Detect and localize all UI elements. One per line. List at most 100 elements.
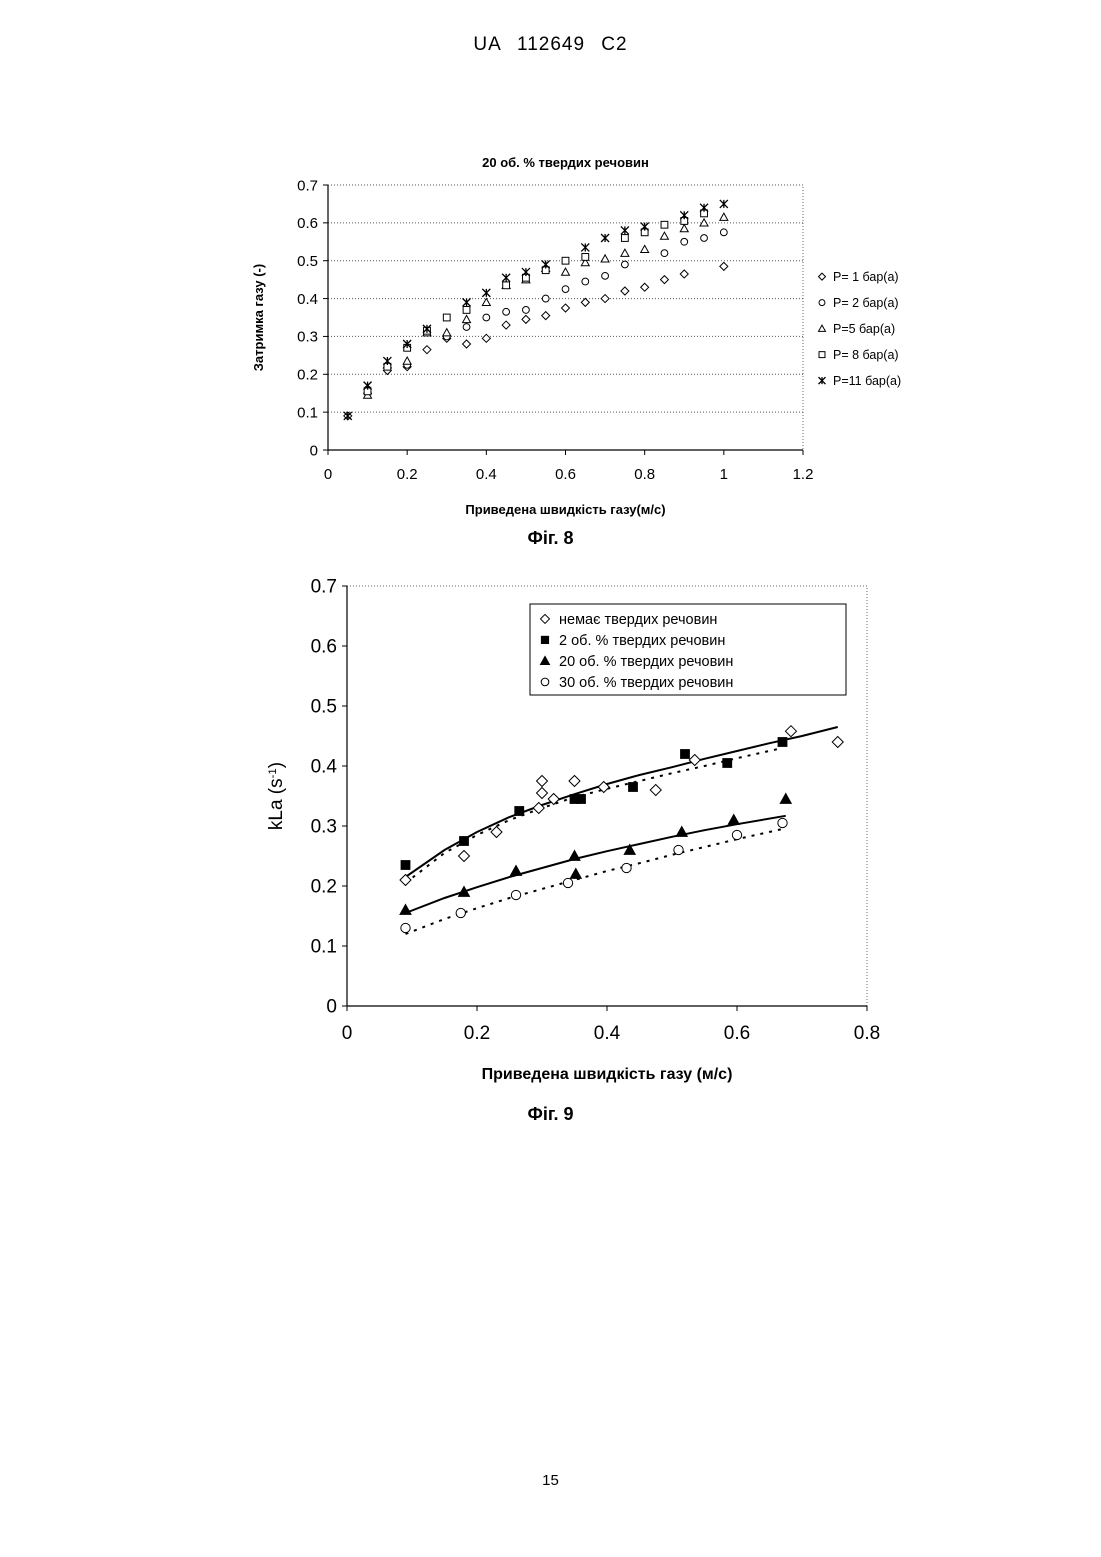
data-point bbox=[577, 795, 586, 804]
x-tick-label: 1.2 bbox=[793, 466, 814, 483]
y-tick-label: 0.6 bbox=[297, 215, 318, 232]
y-tick-label: 0.3 bbox=[311, 817, 337, 838]
data-point bbox=[502, 274, 510, 282]
data-point bbox=[456, 908, 465, 917]
trendline-solid bbox=[406, 816, 786, 913]
data-point bbox=[680, 270, 688, 278]
data-point bbox=[562, 268, 570, 275]
data-point bbox=[621, 287, 629, 295]
y-axis-label-text: kLa (s bbox=[266, 778, 287, 830]
data-point bbox=[562, 304, 570, 312]
legend-label: P= 1 бар(а) bbox=[833, 270, 899, 284]
fig9-chart: 00.10.20.30.40.50.60.700.20.40.60.8Приве… bbox=[0, 570, 1101, 1110]
data-point bbox=[582, 278, 589, 285]
data-point bbox=[674, 845, 683, 854]
data-point bbox=[660, 276, 668, 284]
data-point bbox=[463, 324, 470, 331]
data-point bbox=[523, 307, 530, 314]
y-axis-label: Затримка газу (-) bbox=[251, 264, 266, 371]
data-point bbox=[460, 837, 469, 846]
series-3 bbox=[364, 213, 728, 398]
x-tick-label: 0.2 bbox=[464, 1023, 490, 1044]
legend-marker bbox=[819, 273, 826, 280]
trendline-solid bbox=[406, 727, 838, 877]
data-point bbox=[463, 307, 470, 314]
data-point bbox=[542, 261, 550, 269]
data-point bbox=[482, 289, 490, 297]
y-axis-label-text: Затримка газу (-) bbox=[251, 264, 266, 371]
data-point bbox=[581, 243, 589, 251]
legend-label: P=11 бар(а) bbox=[833, 374, 901, 388]
data-point bbox=[401, 861, 410, 870]
legend-label: 20 об. % твердих речовин bbox=[559, 654, 733, 670]
data-point bbox=[482, 298, 490, 305]
data-point bbox=[832, 737, 843, 748]
x-tick-label: 0.4 bbox=[594, 1023, 621, 1044]
data-point bbox=[542, 295, 549, 302]
data-point bbox=[681, 238, 688, 245]
data-point bbox=[681, 750, 690, 759]
legend-label: P=5 бар(а) bbox=[833, 322, 895, 336]
x-tick-label: 0 bbox=[342, 1023, 353, 1044]
data-point bbox=[621, 226, 629, 234]
data-point bbox=[522, 315, 530, 323]
plot-frame bbox=[328, 185, 803, 450]
series-2 bbox=[401, 738, 787, 870]
data-point bbox=[400, 905, 411, 915]
x-tick-label: 0 bbox=[324, 466, 332, 483]
data-point bbox=[463, 298, 471, 306]
y-tick-label: 0.5 bbox=[297, 253, 318, 270]
data-point bbox=[511, 866, 522, 876]
y-axis-label-sup: -1 bbox=[267, 768, 279, 778]
x-tick-label: 1 bbox=[720, 466, 728, 483]
data-point bbox=[562, 257, 569, 264]
y-tick-label: 0.2 bbox=[311, 877, 337, 898]
data-point bbox=[542, 312, 550, 320]
data-point bbox=[400, 875, 411, 886]
legend-label: P= 8 бар(а) bbox=[833, 348, 899, 362]
data-point bbox=[563, 878, 572, 887]
data-point bbox=[641, 223, 649, 231]
data-point bbox=[537, 788, 548, 799]
legend-label: 30 об. % твердих речовин bbox=[559, 675, 733, 691]
data-point bbox=[778, 738, 787, 747]
data-point bbox=[491, 827, 502, 838]
fig8-caption: Фіг. 8 bbox=[0, 528, 1101, 549]
data-point bbox=[459, 887, 470, 897]
data-point bbox=[728, 815, 739, 825]
data-point bbox=[641, 283, 649, 291]
legend-label: немає твердих речовин bbox=[559, 612, 717, 628]
data-point bbox=[723, 759, 732, 768]
data-point bbox=[537, 776, 548, 787]
y-tick-label: 0.2 bbox=[297, 367, 318, 384]
legend-label: 2 об. % твердих речовин bbox=[559, 633, 725, 649]
data-point bbox=[581, 298, 589, 306]
data-point bbox=[732, 830, 741, 839]
x-axis-label: Приведена швидкість газу (м/с) bbox=[482, 1066, 733, 1083]
y-axis-label-end: ) bbox=[266, 762, 287, 768]
x-tick-label: 0.8 bbox=[634, 466, 655, 483]
data-point bbox=[621, 261, 628, 268]
data-point bbox=[515, 807, 524, 816]
data-point bbox=[621, 235, 628, 242]
data-point bbox=[680, 225, 688, 232]
x-tick-label: 0.2 bbox=[397, 466, 418, 483]
data-point bbox=[629, 783, 638, 792]
y-tick-label: 0.1 bbox=[297, 404, 318, 421]
data-point bbox=[602, 272, 609, 279]
data-point bbox=[423, 346, 431, 354]
series-4 bbox=[401, 818, 787, 932]
series-4 bbox=[364, 210, 707, 395]
data-point bbox=[661, 250, 668, 257]
data-point bbox=[700, 204, 708, 212]
data-point bbox=[569, 851, 580, 861]
legend-marker bbox=[541, 636, 548, 643]
x-tick-label: 0.4 bbox=[476, 466, 497, 483]
data-point bbox=[582, 254, 589, 261]
data-point bbox=[443, 314, 450, 321]
data-point bbox=[511, 890, 520, 899]
series-5 bbox=[344, 200, 728, 420]
data-point bbox=[689, 755, 700, 766]
data-point bbox=[641, 245, 649, 252]
patent-header: UA 112649 C2 bbox=[0, 34, 1101, 56]
